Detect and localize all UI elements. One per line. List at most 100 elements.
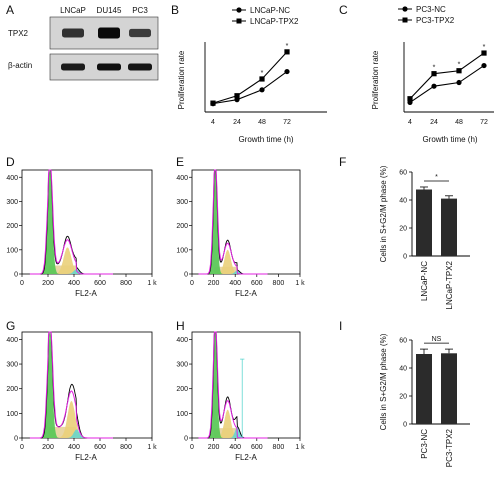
y-axis-label-i: Cells in S+G2/M phase (%): [379, 333, 388, 430]
blot-band-0-0: [62, 28, 84, 38]
flow-x-tick-label-flowE-5: 1 k: [295, 280, 305, 287]
point-plotB-1-0: [210, 100, 216, 106]
sig-label-plotF: *: [435, 174, 438, 181]
y-tick-label-plotF-2: 40: [399, 198, 407, 205]
panel-label-a: A: [6, 3, 14, 17]
x-tick-b-24: 24: [233, 119, 241, 126]
series-line-plotC-1: [409, 52, 485, 100]
flow-x-tick-label-flowG-1: 200: [42, 444, 54, 451]
flow-x-tick-label-flowD-5: 1 k: [147, 280, 157, 287]
flow-y-tick-label-flowE-1: 100: [176, 247, 188, 254]
y-tick-label-plotI-2: 40: [399, 366, 407, 373]
lane-label-pc3: PC3: [132, 6, 148, 15]
flow-y-tick-label-flowG-4: 400: [6, 337, 18, 344]
panel-label-e: E: [176, 155, 184, 169]
flow-y-tick-label-flowG-0: 0: [14, 436, 18, 443]
flow-x-tick-label-flowD-0: 0: [20, 280, 24, 287]
y-tick-label-plotI-3: 60: [399, 338, 407, 345]
blot-band-1-0: [61, 63, 85, 71]
flow-s-phase-flowD: [22, 265, 152, 274]
series-line-plotC-0: [409, 65, 485, 103]
series-line-plotB-1: [212, 51, 288, 104]
y-tick-label-plotI-1: 20: [399, 394, 407, 401]
flow-xlabel-d: FL2-A: [75, 289, 97, 298]
flow-x-tick-label-flowD-1: 200: [42, 280, 54, 287]
y-axis-label-c: Proliferation rate: [371, 50, 380, 109]
flow-y-tick-label-flowG-3: 300: [6, 362, 18, 369]
bar-plotI-0: [416, 354, 432, 424]
flow-frame-h: [191, 331, 301, 439]
flow-g1-peak-flowG: [22, 332, 152, 438]
sig-mark-plotB-2: *: [261, 70, 264, 77]
point-plotC-0-2: [456, 79, 462, 86]
point-plotC-0-3: [481, 62, 487, 69]
point-plotC-1-1: [431, 71, 437, 77]
flow-xlabel-g: FL2-A: [75, 453, 97, 462]
x-label-plotF-0: LNCaP-NC: [420, 261, 429, 301]
sig-label-plotI: NS: [432, 336, 442, 343]
x-tick-c-48: 48: [455, 119, 463, 126]
point-plotB-0-2: [259, 87, 265, 93]
legend-marker-b-tpx2: [236, 18, 242, 24]
flow-y-tick-label-flowE-4: 400: [176, 175, 188, 182]
flow-x-tick-label-flowE-2: 400: [229, 280, 241, 287]
row-label-beta-actin: β-actin: [8, 61, 32, 70]
y-tick-label-plotF-1: 20: [399, 226, 407, 233]
flow-sub-peak-flowG: [22, 429, 152, 438]
flow-y-tick-label-flowH-2: 200: [176, 386, 188, 393]
legend-marker-b-nc: [236, 7, 242, 13]
legend-marker-c-nc: [402, 6, 408, 12]
flow-y-tick-label-flowG-2: 200: [6, 386, 18, 393]
flow-y-tick-label-flowD-2: 200: [6, 223, 18, 230]
flow-y-tick-label-flowD-4: 400: [6, 175, 18, 182]
blot-band-1-1: [97, 63, 121, 71]
flow-xlabel-h: FL2-A: [235, 453, 257, 462]
flow-x-tick-label-flowG-5: 1 k: [147, 444, 157, 451]
legend-text-c-nc: PC3-NC: [416, 5, 446, 14]
point-plotC-1-2: [456, 68, 462, 74]
point-plotB-1-3: [284, 49, 290, 55]
flow-y-tick-label-flowE-3: 300: [176, 199, 188, 206]
x-axis-label-b: Growth time (h): [238, 135, 293, 144]
y-axis-label-b: Proliferation rate: [177, 50, 186, 109]
flow-y-tick-label-flowE-2: 200: [176, 223, 188, 230]
line-chart-b: Proliferation rate Growth time (h) 4 24 …: [177, 6, 327, 144]
western-blot: LNCaP DU145 PC3 TPX2 β-actin: [8, 6, 159, 81]
flow-y-tick-label-flowH-4: 400: [176, 337, 188, 344]
blot-band-1-2: [128, 63, 152, 71]
point-plotC-1-0: [407, 96, 413, 102]
flow-x-tick-label-flowH-3: 600: [251, 444, 263, 451]
x-tick-c-4: 4: [408, 119, 412, 126]
flow-data-outline-flowH: [198, 331, 268, 439]
flow-y-tick-label-flowH-3: 300: [176, 362, 188, 369]
line-chart-c: Proliferation rate Growth time (h) 4 24 …: [371, 5, 494, 144]
panel-label-g: G: [6, 319, 15, 333]
flow-g1-peak-flowE: [192, 170, 300, 274]
panel-label-c: C: [339, 3, 348, 17]
panel-label-i: I: [339, 319, 342, 333]
flow-g1-peak-flowD: [22, 170, 152, 274]
flow-panel-g: 0 200 400 600 800 1 k 0 100 200 300 400 FL2-A: [6, 331, 157, 462]
point-plotC-0-1: [431, 83, 437, 89]
flow-panel-e: 0 200 400 600 800 1 k 0 100 200 300 400 FL2-A: [176, 169, 305, 298]
flow-x-tick-label-flowG-3: 600: [94, 444, 106, 451]
flow-frame-d: [21, 169, 153, 275]
sig-mark-plotC-1: *: [433, 65, 436, 72]
panel-label-f: F: [339, 155, 346, 169]
lane-label-lncap: LNCaP: [60, 6, 86, 15]
lane-label-du145: DU145: [97, 6, 122, 15]
flow-x-tick-label-flowH-5: 1 k: [295, 444, 305, 451]
flow-g2-peak-flowG: [22, 401, 152, 438]
flow-panel-h: 0 200 400 600 800 1 k 0 100 200 300 400 FL2-A: [176, 331, 305, 462]
y-tick-label-plotF-0: 0: [403, 254, 407, 261]
flow-s-phase-flowH: [192, 428, 300, 438]
flow-y-tick-label-flowD-1: 100: [6, 247, 18, 254]
flow-y-tick-label-flowD-3: 300: [6, 199, 18, 206]
x-label-plotI-1: PC3-TPX2: [445, 428, 454, 467]
row-label-tpx2: TPX2: [8, 29, 29, 38]
flow-x-tick-label-flowH-0: 0: [190, 444, 194, 451]
flow-y-tick-label-flowH-0: 0: [184, 436, 188, 443]
y-axis-label-f: Cells in S+G2/M phase (%): [379, 165, 388, 262]
legend-b: LNCaP-NC LNCaP-TPX2: [232, 6, 299, 26]
